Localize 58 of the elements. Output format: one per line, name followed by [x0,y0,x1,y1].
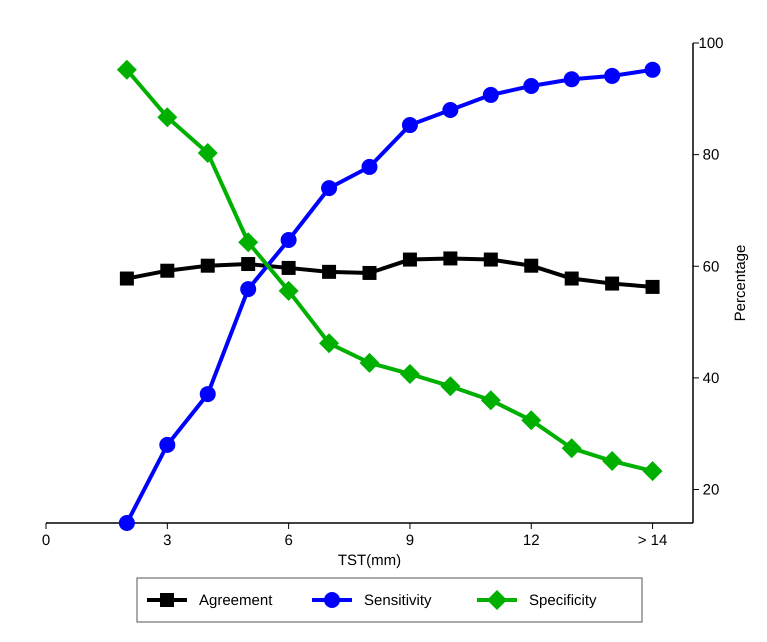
point [605,276,620,291]
legend-label: Sensitivity [364,592,432,609]
point [160,264,174,278]
point [120,272,134,286]
point [482,86,499,103]
x-tick-label: 9 [406,532,414,549]
x-tick-label: > 14 [638,532,668,549]
point [241,257,256,272]
point [157,107,178,128]
point [484,252,498,267]
point [240,281,256,298]
y-tick-label: 60 [702,258,720,276]
point [198,142,218,163]
point [440,376,460,396]
point [402,252,417,267]
point [642,461,663,482]
point [280,232,297,248]
x-tick-label: 6 [284,532,293,549]
point [442,102,458,118]
y-tick-label: 100 [698,35,724,52]
point [644,62,661,78]
x-axis-title: TST(mm) [338,552,402,569]
point [564,71,580,88]
y-tick-label: 20 [702,482,720,499]
point [443,251,458,266]
point [564,272,579,286]
point [159,436,176,453]
y-tick-label: 80 [702,146,720,164]
legend-label: Specificity [529,592,598,609]
point [562,438,582,458]
point [646,280,660,294]
point [322,264,336,279]
point [238,232,258,252]
point [524,258,538,273]
point [278,280,299,301]
point [200,258,215,273]
legend-label: Agreement [199,592,274,609]
point [116,60,137,80]
point [521,410,542,430]
point [200,386,216,402]
x-tick-label: 3 [163,532,172,549]
point [321,180,338,196]
point [402,117,418,134]
x-tick-label: 0 [42,532,50,549]
x-tick-label: 12 [522,532,540,549]
point [362,266,376,280]
point [118,515,135,531]
point [523,78,540,94]
point [400,364,420,384]
point [362,158,378,175]
y-tick-label: 40 [702,370,720,387]
point [282,260,296,275]
point [360,352,380,373]
point [604,68,620,84]
point [602,451,622,472]
point [319,333,340,354]
point [480,390,501,410]
y-axis-title: Percentage [732,244,749,322]
